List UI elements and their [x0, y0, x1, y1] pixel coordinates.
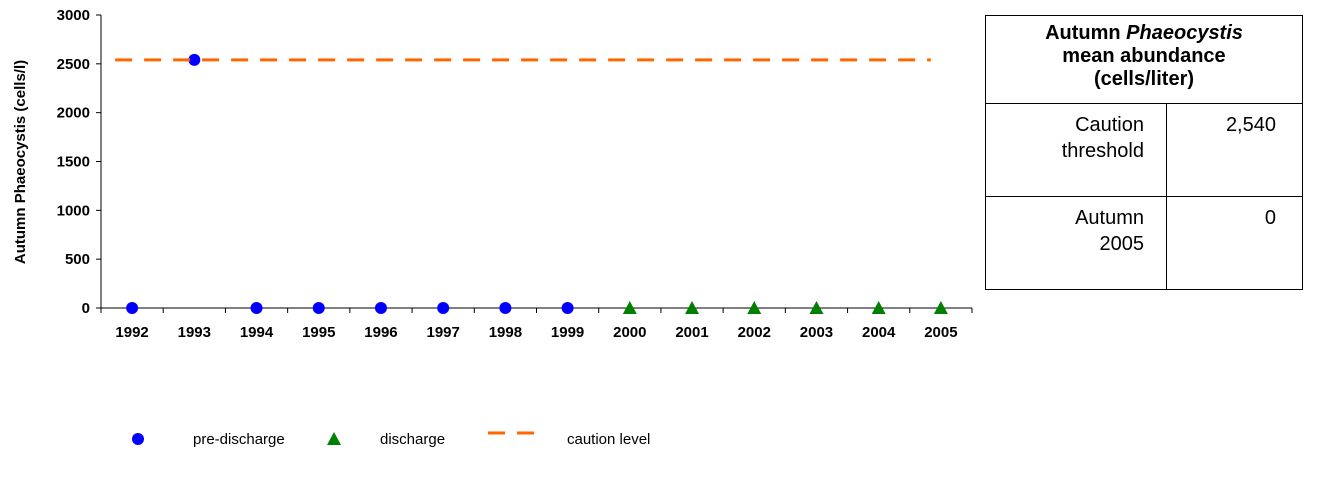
header-prefix: Autumn: [1045, 22, 1127, 44]
discharge-point: [622, 301, 637, 314]
table-header-row: Autumn Phaeocystis mean abundance (cells…: [985, 15, 1303, 104]
x-tick-label: 2000: [613, 324, 646, 341]
x-tick-label: 2005: [924, 324, 957, 341]
x-tick-label: 1996: [364, 324, 397, 341]
pre-discharge-point: [250, 302, 263, 314]
x-tick-label: 1999: [551, 324, 584, 341]
row-label-autumn-2005: Autumn 2005: [985, 196, 1167, 290]
row-value-caution: 2,540: [1166, 103, 1303, 197]
y-tick-label: 1500: [57, 154, 90, 171]
label-line-2: 2005: [1099, 233, 1145, 255]
legend: pre-discharge discharge caution level: [132, 431, 650, 448]
x-tick-label: 1995: [302, 324, 335, 341]
pre-discharge-point: [312, 302, 325, 314]
row-value-autumn-2005: 0: [1166, 196, 1303, 290]
y-tick-label: 3000: [57, 7, 90, 24]
plot-area: 0 500 1000 1500 2000 2500 3000 1992 1993 1994 199…: [57, 7, 973, 341]
y-tick-label: 2500: [57, 56, 90, 73]
discharge-point: [871, 301, 886, 314]
y-tick-label: 500: [65, 251, 90, 268]
x-tick-label: 1997: [426, 324, 459, 341]
table-header: Autumn Phaeocystis mean abundance (cells…: [985, 15, 1303, 104]
y-tick-label: 1000: [57, 202, 90, 219]
table-row: Caution threshold 2,540: [985, 103, 1303, 197]
legend-label-pre-discharge: pre-discharge: [193, 431, 285, 448]
discharge-point: [809, 301, 824, 314]
x-tick-label: 2003: [800, 324, 833, 341]
y-tick-label: 0: [82, 300, 90, 317]
pre-discharge-point: [374, 302, 387, 314]
y-axis-title: Autumn Phaeocystis (cells/l): [12, 60, 29, 264]
header-line-3: (cells/liter): [1093, 68, 1195, 90]
x-tick-label: 2004: [862, 324, 896, 341]
legend-marker-discharge: [327, 432, 341, 445]
pre-discharge-point: [188, 53, 201, 66]
y-tick-label: 2000: [57, 105, 90, 122]
legend-label-caution-level: caution level: [567, 431, 650, 448]
pre-discharge-point: [561, 302, 574, 314]
summary-table: Autumn Phaeocystis mean abundance (cells…: [985, 15, 1303, 290]
pre-discharge-point: [437, 302, 450, 314]
x-tick-label: 2002: [738, 324, 771, 341]
x-tick-label: 1993: [178, 324, 211, 341]
label-line-1: Autumn: [1075, 207, 1144, 229]
discharge-point: [933, 301, 948, 314]
x-tick-label: 1994: [240, 324, 274, 341]
x-tick-label: 1992: [115, 324, 148, 341]
header-species: Phaeocystis: [1126, 22, 1243, 44]
label-line-2: threshold: [1061, 140, 1144, 162]
legend-marker-pre-discharge: [132, 433, 144, 445]
label-line-1: Caution: [1075, 114, 1144, 136]
x-tick-label: 1998: [489, 324, 522, 341]
row-label-caution: Caution threshold: [985, 103, 1167, 197]
discharge-point: [747, 301, 762, 314]
legend-label-discharge: discharge: [380, 431, 445, 448]
pre-discharge-point: [499, 302, 512, 314]
discharge-point: [685, 301, 700, 314]
pre-discharge-point: [126, 302, 139, 314]
header-line-2: mean abundance: [1062, 45, 1226, 67]
table-row: Autumn 2005 0: [985, 196, 1303, 290]
x-tick-label: 2001: [675, 324, 708, 341]
